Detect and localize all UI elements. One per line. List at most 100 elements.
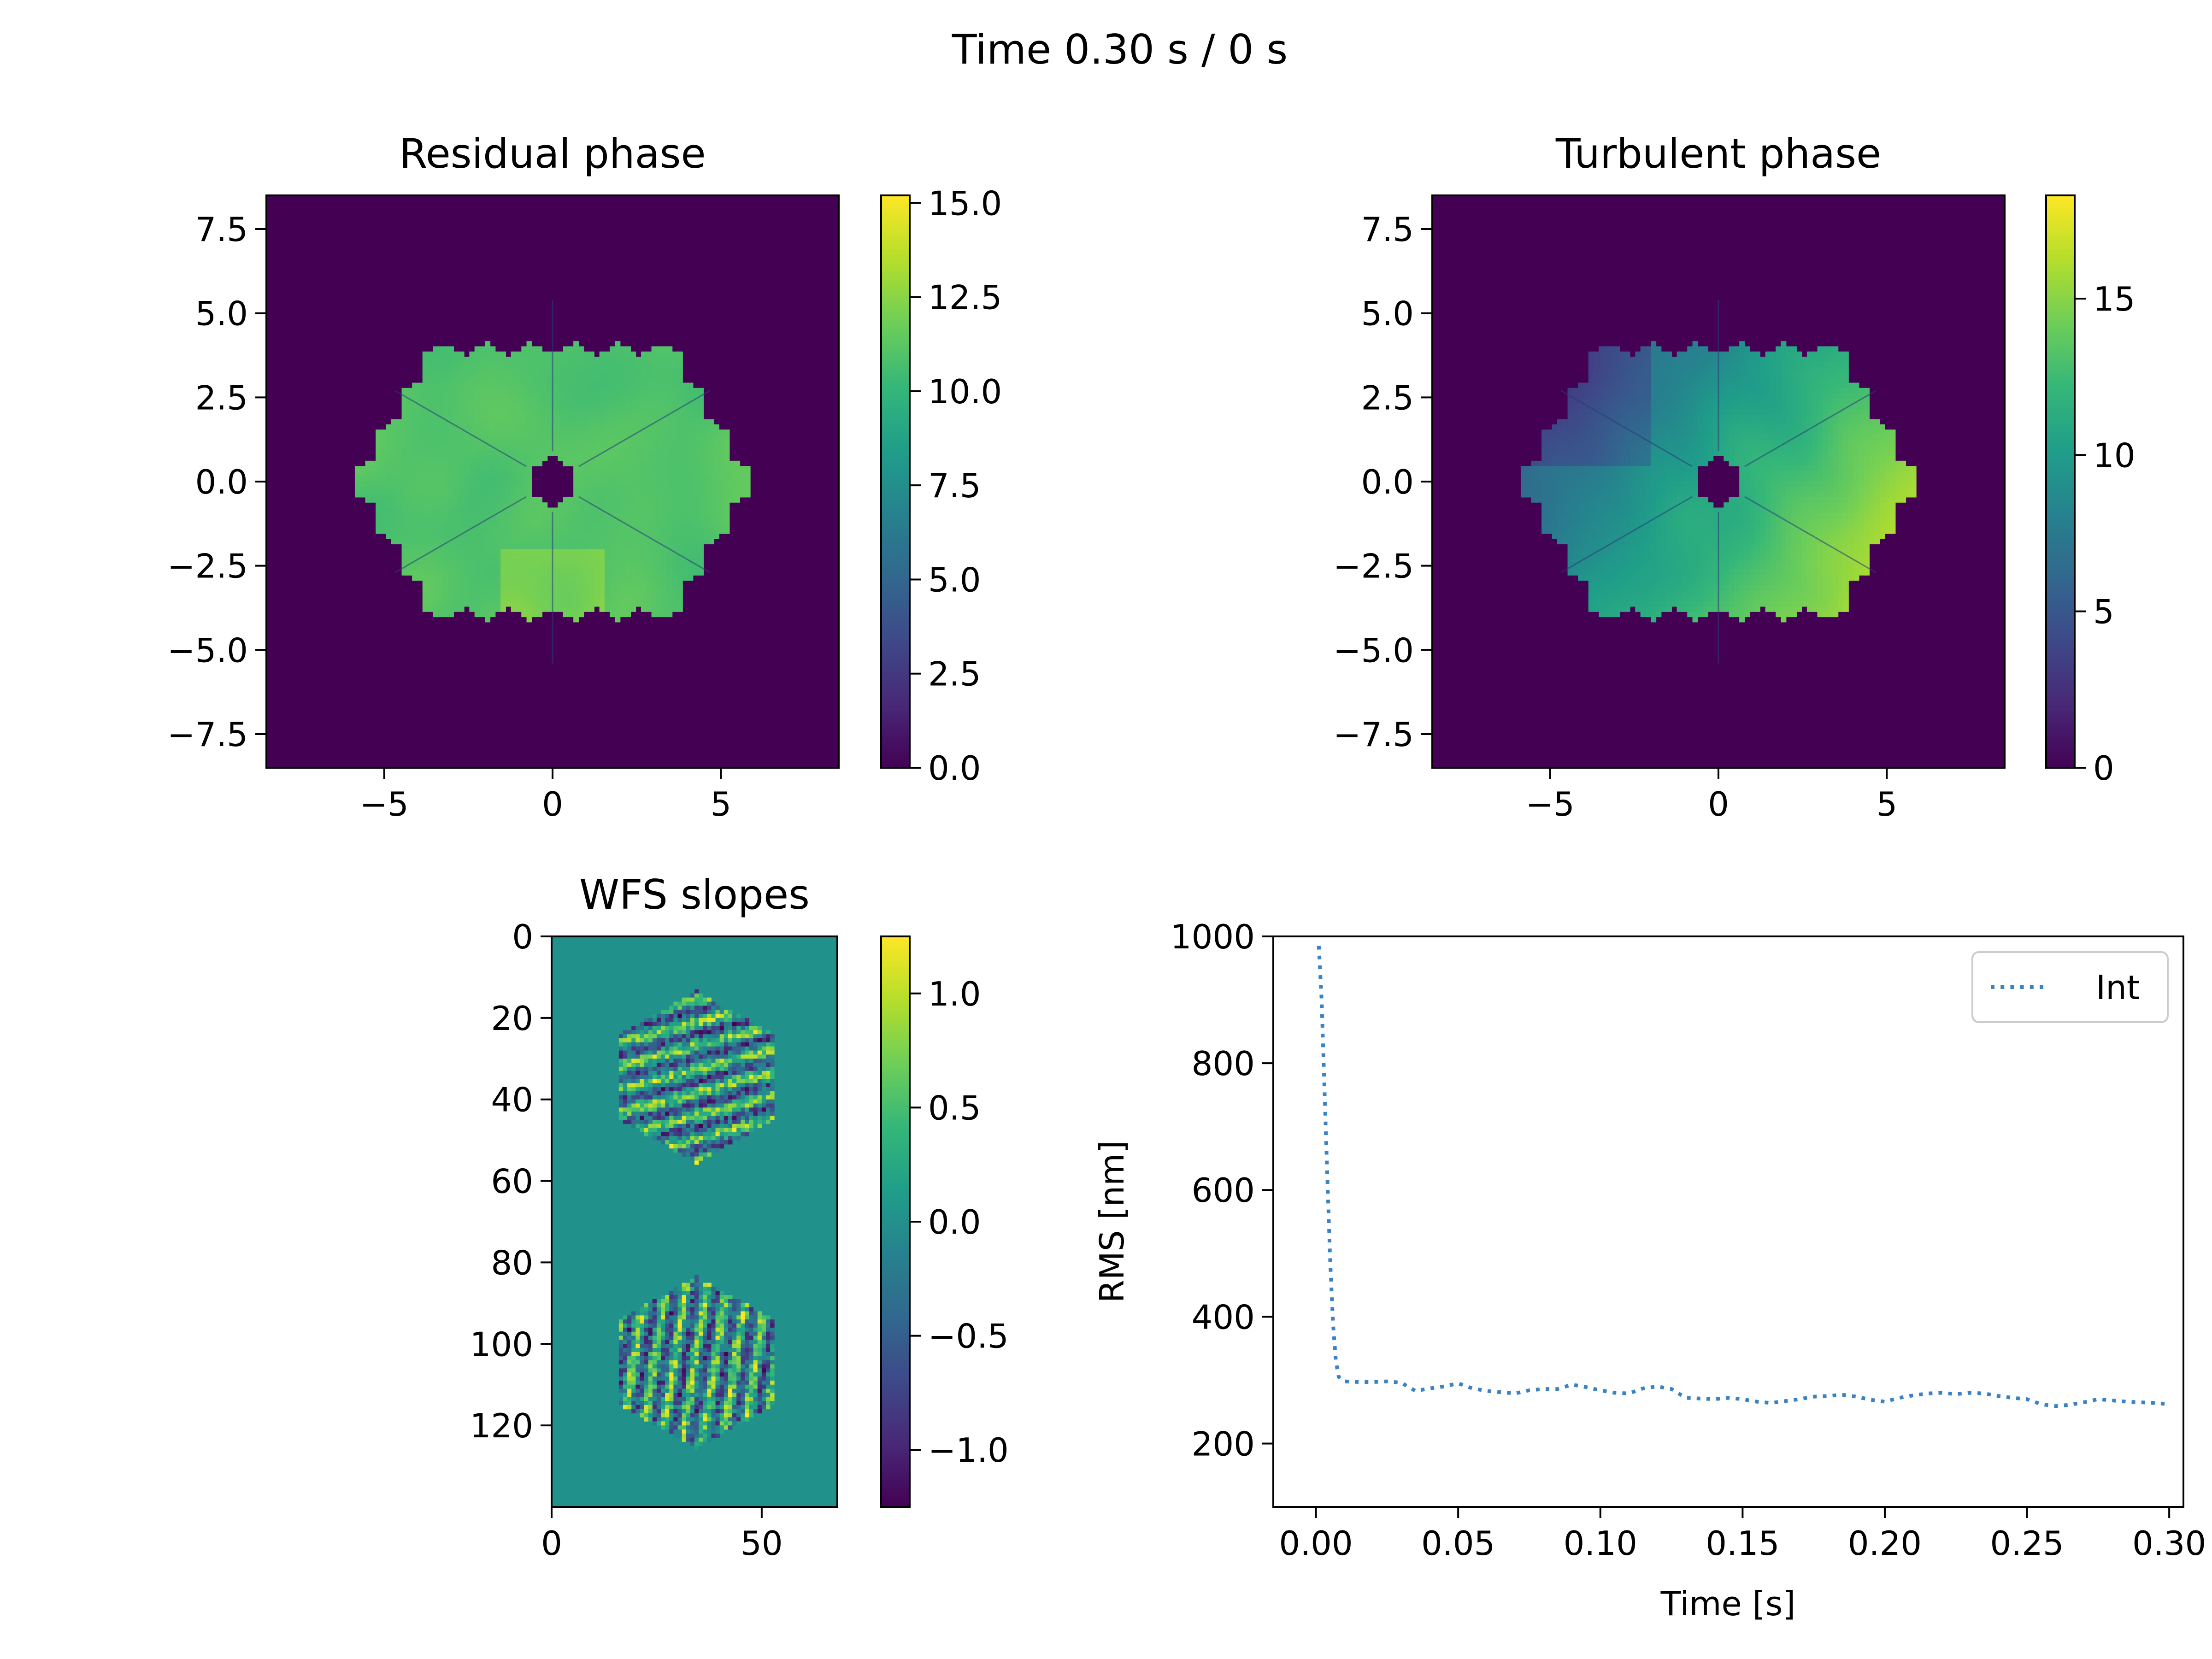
res-pupil-pixel xyxy=(412,502,418,508)
res-pupil-pixel xyxy=(422,533,428,539)
res-pupil-pixel xyxy=(453,362,459,368)
turb-pupil-pixel xyxy=(1791,403,1797,409)
res-pupil-pixel xyxy=(547,528,553,534)
turb-pupil-pixel xyxy=(1661,419,1667,425)
res-pupil-pixel xyxy=(443,357,449,362)
res-pupil-pixel xyxy=(376,476,381,482)
turb-pupil-pixel xyxy=(1739,492,1745,498)
res-pupil-pixel xyxy=(537,440,543,446)
resCb-gradient xyxy=(880,194,911,769)
res-pupil-pixel xyxy=(662,601,667,607)
res-pupil-pixel xyxy=(469,398,475,404)
resTicks-xtick-label: 5 xyxy=(710,785,731,824)
turb-pupil-pixel xyxy=(1713,424,1719,430)
turb-pupil-pixel xyxy=(1801,482,1807,487)
turb-pupil-pixel xyxy=(1833,403,1839,409)
res-pupil-pixel xyxy=(521,424,527,430)
turb-pupil-pixel xyxy=(1583,460,1589,466)
res-pupil-pixel xyxy=(589,585,594,591)
turb-pupil-pixel xyxy=(1734,408,1740,414)
res-pupil-pixel xyxy=(672,367,678,373)
res-pupil-pixel xyxy=(474,351,480,357)
turb-pupil-pixel xyxy=(1801,393,1807,399)
res-pupil-pixel xyxy=(479,372,485,378)
res-pupil-pixel xyxy=(662,403,667,409)
res-pupil-pixel xyxy=(646,362,652,368)
turb-pupil-pixel xyxy=(1765,440,1771,446)
res-pupil-pixel xyxy=(537,346,543,352)
turb-pupil-pixel xyxy=(1848,419,1854,425)
turb-pupil-pixel xyxy=(1671,357,1677,362)
res-pupil-pixel xyxy=(651,398,657,404)
resTicks-ytick-label: 0.0 xyxy=(195,463,248,501)
res-pupil-pixel xyxy=(542,403,548,409)
res-pupil-pixel xyxy=(625,565,631,571)
turb-pupil-pixel xyxy=(1671,497,1677,503)
turb-pupil-pixel xyxy=(1776,382,1782,388)
res-pupil-pixel xyxy=(672,377,678,383)
res-pupil-pixel xyxy=(620,466,626,472)
turb-pupil-pixel xyxy=(1786,450,1792,456)
res-pupil-pixel xyxy=(583,367,589,373)
res-pupil-pixel xyxy=(604,367,610,373)
res-pupil-pixel xyxy=(610,507,616,513)
turb-pupil-pixel xyxy=(1838,377,1844,383)
turb-pupil-pixel xyxy=(1833,440,1839,446)
res-pupil-pixel xyxy=(620,570,626,576)
turb-pupil-pixel xyxy=(1619,388,1625,394)
res-pupil-pixel xyxy=(464,377,470,383)
res-pupil-pixel xyxy=(490,357,496,362)
res-pupil-pixel xyxy=(516,367,522,373)
turb-pupil-pixel xyxy=(1713,445,1719,451)
res-pupil-pixel xyxy=(433,388,439,394)
turb-pupil-pixel xyxy=(1744,492,1750,498)
turb-pupil-pixel xyxy=(1853,487,1859,493)
res-pupil-pixel xyxy=(422,450,428,456)
res-pupil-pixel xyxy=(511,357,517,362)
turb-pupil-pixel xyxy=(1682,502,1688,508)
res-pupil-pixel xyxy=(630,601,636,607)
turb-pupil-pixel xyxy=(1609,408,1615,414)
res-pupil-pixel xyxy=(537,502,543,508)
res-pupil-pixel xyxy=(542,424,548,430)
turb-pupil-pixel xyxy=(1614,507,1620,513)
res-pupil-pixel xyxy=(438,549,444,555)
res-pupil-pixel xyxy=(589,424,594,430)
res-pupil-pixel xyxy=(630,388,636,394)
res-pupil-pixel xyxy=(547,351,553,357)
res-pupil-pixel xyxy=(625,455,631,461)
res-pupil-pixel xyxy=(485,482,491,487)
res-pupil-pixel xyxy=(433,398,439,404)
res-pupil-pixel xyxy=(625,570,631,576)
turb-pupil-pixel xyxy=(1724,450,1730,456)
res-pupil-pixel xyxy=(516,435,522,441)
res-pupil-pixel xyxy=(490,388,496,394)
turb-pupil-pixel xyxy=(1781,435,1787,441)
turb-pupil-pixel xyxy=(1853,414,1859,420)
turb-pupil-pixel xyxy=(1729,393,1735,399)
res-pupil-pixel xyxy=(646,570,652,576)
res-pupil-pixel xyxy=(422,408,428,414)
turb-pupil-pixel xyxy=(1853,435,1859,441)
turb-pupil-pixel xyxy=(1755,382,1760,388)
turb-pupil-pixel xyxy=(1547,487,1553,493)
res-pupil-pixel xyxy=(625,393,631,399)
res-pupil-pixel xyxy=(443,471,449,477)
turb-pupil-pixel xyxy=(1599,440,1605,446)
res-pupil-pixel xyxy=(495,424,501,430)
turb-pupil-pixel xyxy=(1630,398,1635,404)
turb-pupil-pixel xyxy=(1791,398,1797,404)
res-pupil-pixel xyxy=(589,575,594,581)
turb-pupil-pixel xyxy=(1713,372,1719,378)
turb-pupil-pixel xyxy=(1776,455,1782,461)
turb-pupil-pixel xyxy=(1624,502,1630,508)
turb-pupil-pixel xyxy=(1677,455,1683,461)
res-pupil-pixel xyxy=(474,580,480,586)
res-pupil-pixel xyxy=(438,570,444,576)
res-pupil-pixel xyxy=(433,601,439,607)
res-pupil-pixel xyxy=(620,544,626,550)
turb-pupil-pixel xyxy=(1739,351,1745,357)
res-pupil-pixel xyxy=(506,476,512,482)
res-pupil-pixel xyxy=(448,445,454,451)
res-pupil-pixel xyxy=(490,382,496,388)
